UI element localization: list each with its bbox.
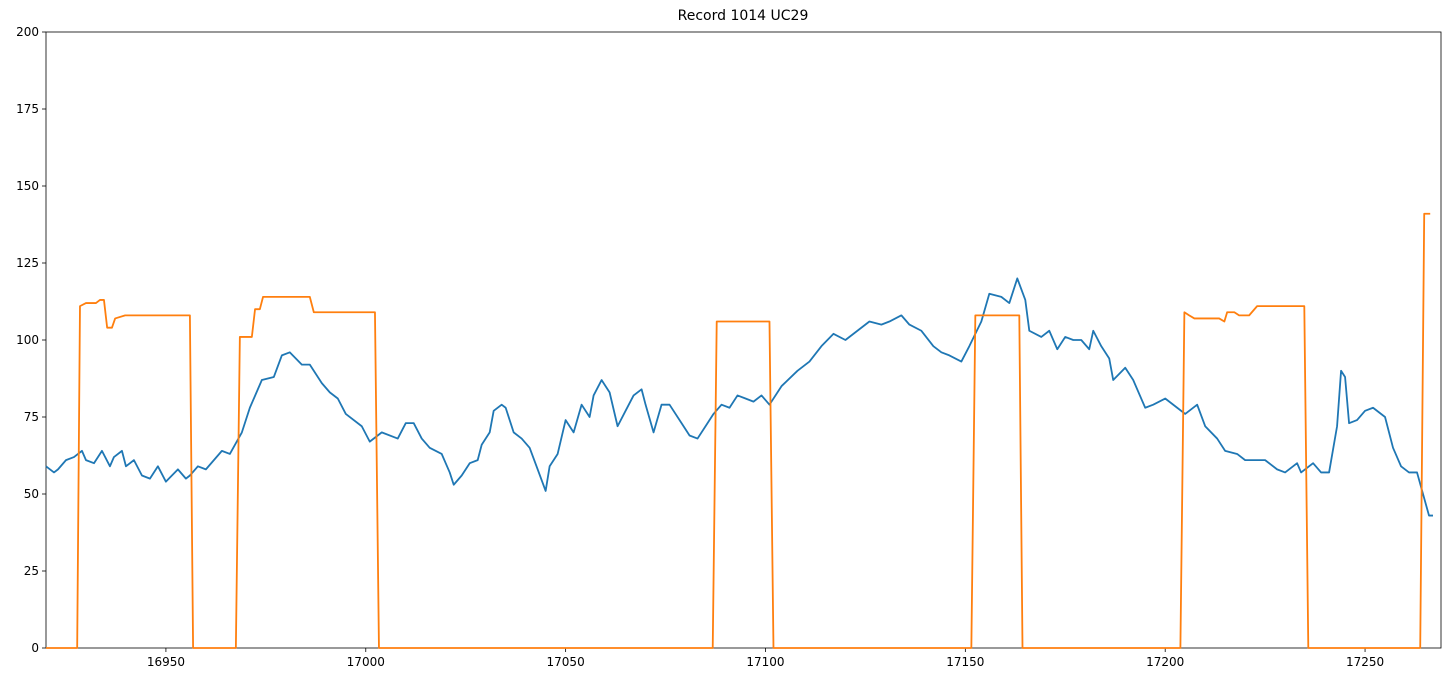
x-tick-label: 17050 (547, 655, 585, 669)
plot-frame (45, 31, 1442, 649)
x-tick-label: 16950 (147, 655, 185, 669)
y-tick-label: 75 (24, 410, 39, 424)
x-tick-label: 17150 (946, 655, 984, 669)
x-tick-label: 17250 (1346, 655, 1384, 669)
y-tick-label: 50 (24, 487, 39, 501)
y-tick-label: 200 (16, 25, 39, 39)
y-tick-label: 150 (16, 179, 39, 193)
y-tick-label: 25 (24, 564, 39, 578)
chart-title: Record 1014 UC29 (678, 8, 809, 24)
series-line (45, 277, 1434, 517)
x-tick-label: 17100 (746, 655, 784, 669)
y-tick-label: 0 (31, 641, 39, 655)
y-tick-label: 125 (16, 256, 39, 270)
series-line (46, 212, 1431, 649)
y-tick-label: 175 (16, 102, 39, 116)
x-tick-label: 17000 (347, 655, 385, 669)
x-tick-label: 17200 (1146, 655, 1184, 669)
y-tick-label: 100 (16, 333, 39, 347)
